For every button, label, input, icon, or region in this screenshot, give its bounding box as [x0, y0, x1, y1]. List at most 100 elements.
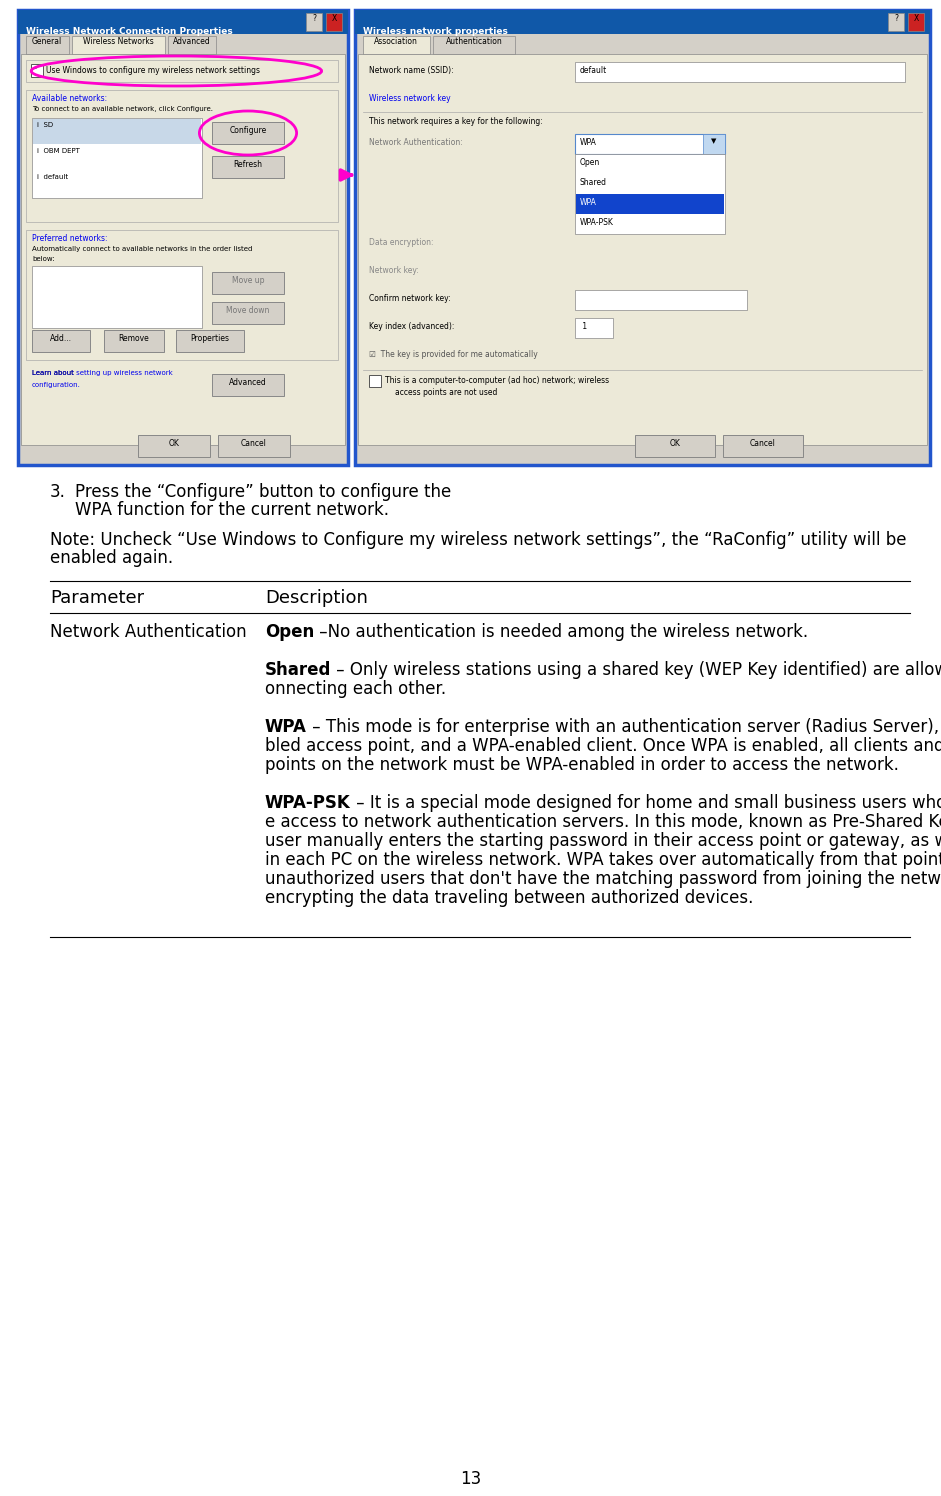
Text: e access to network authentication servers. In this mode, known as Pre-Shared Ke: e access to network authentication serve…	[265, 812, 941, 830]
Text: Authentication: Authentication	[446, 37, 502, 46]
Text: Wireless Networks: Wireless Networks	[83, 37, 153, 46]
Bar	[21, 54, 345, 444]
Text: Press the “Configure” button to configure the: Press the “Configure” button to configur…	[75, 483, 452, 501]
Text: Automatically connect to available networks in the order listed: Automatically connect to available netwo…	[32, 245, 252, 251]
Text: – It is a special mode designed for home and small business users who do not hav: – It is a special mode designed for home…	[351, 794, 941, 812]
Text: ✓: ✓	[34, 64, 40, 70]
Text: bled access point, and a WPA-enabled client. Once WPA is enabled, all clients an: bled access point, and a WPA-enabled cli…	[265, 738, 941, 755]
Text: Open: Open	[265, 622, 314, 640]
Bar	[369, 375, 381, 387]
Bar	[355, 10, 930, 465]
Bar	[908, 13, 924, 31]
Text: Preferred networks:: Preferred networks:	[32, 233, 107, 242]
Text: Confirm network key:: Confirm network key:	[369, 295, 451, 304]
Text: points on the network must be WPA-enabled in order to access the network.: points on the network must be WPA-enable…	[265, 755, 899, 773]
Bar	[358, 54, 927, 444]
Text: WPA-PSK: WPA-PSK	[265, 794, 351, 812]
Text: Wireless network properties: Wireless network properties	[363, 27, 508, 36]
Bar	[575, 154, 725, 233]
Text: Add...: Add...	[50, 334, 72, 343]
Text: X: X	[914, 13, 918, 22]
Bar	[888, 13, 904, 31]
Text: onnecting each other.: onnecting each other.	[265, 681, 446, 699]
Text: Shared: Shared	[580, 178, 607, 187]
Bar	[104, 331, 164, 352]
Text: Parameter: Parameter	[50, 589, 144, 607]
Text: Remove: Remove	[119, 334, 150, 343]
Bar	[433, 36, 515, 54]
Text: encrypting the data traveling between authorized devices.: encrypting the data traveling between au…	[265, 889, 754, 907]
Bar	[575, 319, 613, 338]
Bar	[575, 61, 905, 82]
Bar	[355, 10, 930, 34]
Text: Wireless network key: Wireless network key	[369, 94, 451, 103]
Text: in each PC on the wireless network. WPA takes over automatically from that point: in each PC on the wireless network. WPA …	[265, 851, 941, 869]
Bar	[32, 266, 202, 328]
Text: Learn about setting up wireless network: Learn about setting up wireless network	[32, 370, 173, 375]
Bar	[18, 10, 348, 34]
Bar	[18, 10, 348, 465]
Text: WPA: WPA	[580, 197, 597, 206]
Text: 13: 13	[460, 1471, 481, 1489]
Text: 3.: 3.	[50, 483, 66, 501]
Bar	[576, 194, 724, 214]
Text: Advanced: Advanced	[173, 37, 211, 46]
Text: – Only wireless stations using a shared key (WEP Key identified) are allowed to : – Only wireless stations using a shared …	[331, 661, 941, 679]
Text: Refresh: Refresh	[233, 160, 263, 169]
Text: ▼: ▼	[711, 138, 717, 144]
Text: This is a computer-to-computer (ad hoc) network; wireless: This is a computer-to-computer (ad hoc) …	[385, 375, 609, 384]
Bar	[26, 90, 338, 221]
Text: i  SD: i SD	[37, 123, 53, 129]
Text: Move down: Move down	[227, 307, 270, 316]
Text: Available networks:: Available networks:	[32, 94, 107, 103]
Bar	[32, 118, 202, 197]
Text: configuration.: configuration.	[32, 381, 81, 387]
Text: X: X	[331, 13, 337, 22]
Text: i  OBM DEPT: i OBM DEPT	[37, 148, 80, 154]
Text: Key index (advanced):: Key index (advanced):	[369, 322, 455, 331]
Bar	[212, 302, 284, 325]
Text: WPA: WPA	[580, 138, 597, 147]
Text: Learn about: Learn about	[32, 370, 76, 375]
Text: WPA-PSK: WPA-PSK	[580, 218, 614, 227]
Bar	[26, 60, 338, 82]
Text: Network Authentication: Network Authentication	[50, 622, 247, 640]
Bar	[72, 36, 165, 54]
Text: Advanced: Advanced	[229, 378, 267, 387]
Text: To connect to an available network, click Configure.: To connect to an available network, clic…	[32, 106, 213, 112]
Bar	[575, 290, 747, 310]
Text: –No authentication is needed among the wireless network.: –No authentication is needed among the w…	[314, 622, 808, 640]
Text: Cancel: Cancel	[750, 438, 776, 447]
Bar	[575, 135, 725, 154]
Bar	[723, 435, 803, 456]
Text: below:: below:	[32, 256, 55, 262]
Text: user manually enters the starting password in their access point or gateway, as : user manually enters the starting passwo…	[265, 832, 941, 850]
Text: General: General	[32, 37, 62, 46]
Text: ?: ?	[312, 13, 316, 22]
Bar	[176, 331, 244, 352]
Bar	[26, 36, 69, 54]
Text: Note: Uncheck “Use Windows to Configure my wireless network settings”, the “RaCo: Note: Uncheck “Use Windows to Configure …	[50, 531, 906, 549]
Text: Properties: Properties	[190, 334, 230, 343]
Text: enabled again.: enabled again.	[50, 549, 173, 567]
Text: Open: Open	[580, 159, 600, 168]
Bar	[363, 36, 430, 54]
Text: Use Windows to configure my wireless network settings: Use Windows to configure my wireless net…	[46, 66, 260, 75]
Text: Association: Association	[375, 37, 418, 46]
Text: Configure: Configure	[230, 126, 266, 135]
Bar	[31, 64, 43, 76]
Text: Cancel: Cancel	[241, 438, 267, 447]
Text: default: default	[580, 66, 607, 75]
Bar	[138, 435, 210, 456]
Bar	[326, 13, 342, 31]
Text: Move up: Move up	[231, 275, 264, 286]
Text: OK: OK	[670, 438, 680, 447]
Text: unauthorized users that don't have the matching password from joining the networ: unauthorized users that don't have the m…	[265, 871, 941, 889]
Bar	[212, 156, 284, 178]
Text: 1: 1	[580, 322, 587, 331]
Text: – This mode is for enterprise with an authentication server (Radius Server), WPA: – This mode is for enterprise with an au…	[307, 718, 941, 736]
Text: This network requires a key for the following:: This network requires a key for the foll…	[369, 117, 543, 126]
Text: Network key:: Network key:	[369, 266, 419, 275]
Bar	[218, 435, 290, 456]
Text: ☑  The key is provided for me automatically: ☑ The key is provided for me automatical…	[369, 350, 537, 359]
